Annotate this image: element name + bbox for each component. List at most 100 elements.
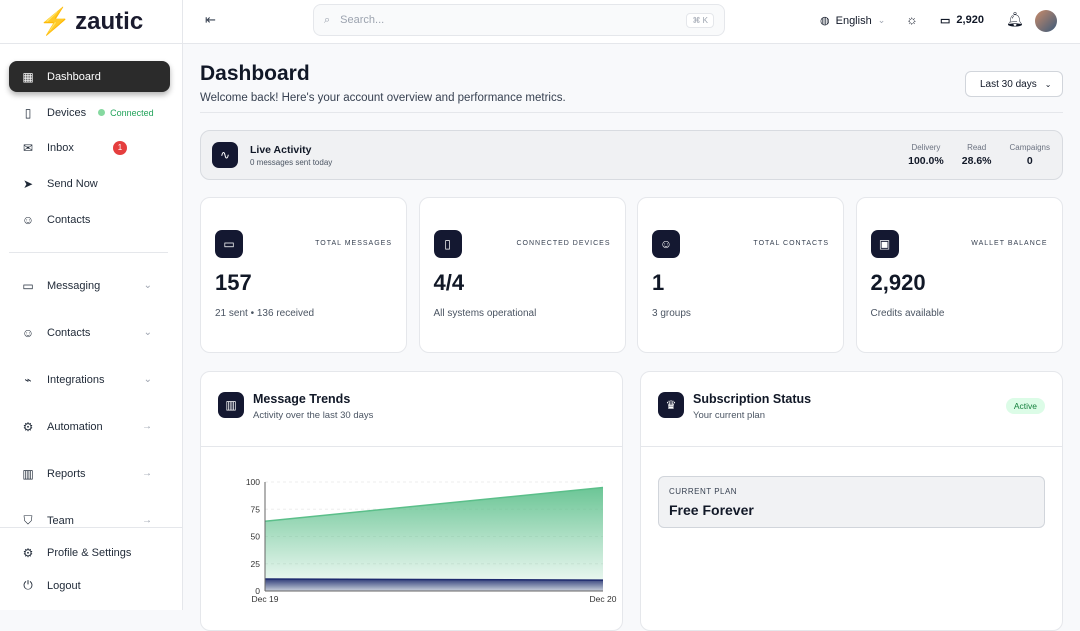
stat-label: CONNECTED DEVICES [516, 240, 611, 247]
bar-chart-icon: ▥ [218, 392, 244, 418]
stat-label: TOTAL CONTACTS [753, 240, 829, 247]
stat-value: 157 [215, 270, 252, 295]
value: 2,920 [956, 14, 984, 26]
y-tick-label: 25 [251, 559, 261, 569]
sidebar-item-send-now[interactable]: ➤ Send Now [9, 168, 170, 199]
placeholder: Search... [340, 14, 385, 26]
send-icon: ➤ [22, 176, 34, 191]
stat-subtext: Credits available [870, 308, 945, 319]
brand-name: zautic [75, 7, 144, 35]
chevron-down-icon: ⌄ [143, 374, 152, 385]
shortcut-hint: ⌘ K [686, 12, 714, 28]
gear-icon: ⚙ [22, 545, 34, 560]
metric-value: 100.0% [908, 155, 944, 167]
label: Contacts [47, 326, 91, 339]
credits-display[interactable]: ▭ 2,920 [940, 14, 984, 27]
stat-subtext: 3 groups [652, 308, 691, 319]
search-input[interactable]: ⌕ Search... ⌘ K [313, 4, 725, 36]
label: Send Now [47, 177, 98, 190]
label: Messaging [47, 279, 101, 292]
metric-label: Delivery [911, 143, 941, 152]
live-title: Live Activity [250, 144, 312, 156]
status-badge: Connected [98, 108, 154, 118]
card-subtitle: Your current plan [693, 410, 766, 421]
activity-icon: ∿ [212, 142, 238, 168]
status-badge: Active [1005, 398, 1045, 414]
label: Inbox [47, 141, 74, 154]
sidebar-item-messaging[interactable]: ▭ Messaging ⌄ [9, 270, 170, 301]
metric-value: 0 [1026, 155, 1033, 167]
sidebar-item-inbox[interactable]: ✉ Inbox 1 [9, 132, 170, 163]
label: Logout [47, 579, 81, 592]
sidebar-item-reports[interactable]: ▥ Reports → [9, 458, 170, 489]
y-tick-label: 100 [246, 477, 260, 487]
y-tick-label: 50 [251, 532, 261, 542]
subscription-card: ♛ Subscription Status Your current plan … [640, 371, 1063, 631]
profile-settings-link[interactable]: ⚙ Profile & Settings [9, 537, 170, 568]
area-received [265, 487, 603, 591]
sidebar-item-contacts-group[interactable]: ☺ Contacts ⌄ [9, 317, 170, 348]
x-tick-label: Dec 19 [252, 594, 279, 604]
sidebar-item-contacts[interactable]: ☺ Contacts [9, 204, 170, 235]
sidebar: ⚡ zautic ▦ Dashboard ▯ Devices Connected ✉ In… [0, 0, 183, 610]
stat-card: ▣ WALLET BALANCE 2,920 Credits available [855, 197, 1063, 353]
stat-card: ▯ CONNECTED DEVICES 4/4 All systems oper… [418, 197, 626, 353]
y-tick-label: 0 [255, 586, 260, 596]
sidebar-item-integrations[interactable]: ⌁ Integrations ⌄ [9, 364, 170, 395]
stat-value: 2,920 [870, 270, 926, 295]
stat-card: ☺ TOTAL CONTACTS 1 3 groups [637, 197, 844, 353]
metric-label: Campaigns [1009, 143, 1050, 152]
label: Reports [47, 467, 86, 480]
logo[interactable]: ⚡ zautic [0, 0, 182, 44]
avatar[interactable] [1035, 10, 1057, 32]
label: Team [47, 514, 74, 527]
globe-icon: ◍ [820, 15, 830, 27]
grid-icon: ▦ [22, 69, 34, 84]
sidebar-item-devices[interactable]: ▯ Devices Connected [9, 97, 170, 128]
sidebar-item-team[interactable]: ⛉ Team → [9, 505, 170, 536]
search-icon: ⌕ [324, 13, 331, 26]
robot-icon: ⚙ [22, 419, 34, 434]
label: Contacts [47, 213, 91, 226]
line-sent [264, 578, 604, 581]
contacts-icon: ☺ [21, 212, 35, 227]
crown-icon: ♛ [658, 392, 684, 418]
area-sent [265, 579, 603, 591]
arrow-right-icon: → [142, 515, 152, 526]
chat-icon: ▭ [22, 278, 34, 293]
phone-icon: ▯ [433, 230, 462, 258]
inbox-icon: ✉ [22, 140, 34, 155]
plan-name: Free Forever [669, 502, 754, 518]
page-subtitle: Welcome back! Here's your account overvi… [200, 92, 566, 104]
chart-icon: ▥ [22, 466, 34, 481]
card-title: Subscription Status [693, 392, 812, 406]
live-sub: 0 messages sent today [250, 158, 333, 167]
label: Devices [47, 106, 87, 119]
label: Integrations [47, 373, 105, 386]
plan-label: CURRENT PLAN [669, 487, 738, 496]
language-select[interactable]: ◍ English ⌄ [820, 14, 885, 28]
theme-toggle-icon[interactable]: ☼ [906, 12, 918, 27]
trends-chart: 0 25 50 75 100 Dec 19 Dec 20 [246, 477, 617, 604]
collapse-sidebar-icon[interactable]: ⇤ [205, 12, 216, 27]
chevron-down-icon: ⌄ [1044, 79, 1052, 89]
arrow-right-icon: → [142, 421, 152, 432]
logout-link[interactable]: ⏻ Logout [9, 570, 170, 601]
logout-icon: ⏻ [23, 578, 33, 592]
wallet-icon: ▣ [870, 230, 899, 258]
bell-icon[interactable]: 🔔︎ [1006, 11, 1024, 27]
chevron-down-icon: ⌄ [143, 280, 152, 291]
sidebar-item-dashboard[interactable]: ▦ Dashboard [9, 61, 170, 92]
stat-card: ▭ TOTAL MESSAGES 157 21 sent • 136 recei… [200, 197, 407, 353]
label: Automation [47, 420, 103, 433]
page-title: Dashboard [200, 62, 310, 85]
card-title: Message Trends [253, 392, 351, 406]
stat-label: WALLET BALANCE [971, 240, 1048, 247]
sidebar-item-automation[interactable]: ⚙ Automation → [9, 411, 170, 442]
date-range-select[interactable]: Last 30 days ⌄ [965, 71, 1063, 97]
stat-label: TOTAL MESSAGES [315, 240, 392, 247]
x-tick-label: Dec 20 [590, 594, 617, 604]
metric-label: Read [967, 143, 987, 152]
message-trends-card: ▥ Message Trends Activity over the last … [200, 371, 623, 631]
message-icon: ▭ [215, 230, 243, 258]
